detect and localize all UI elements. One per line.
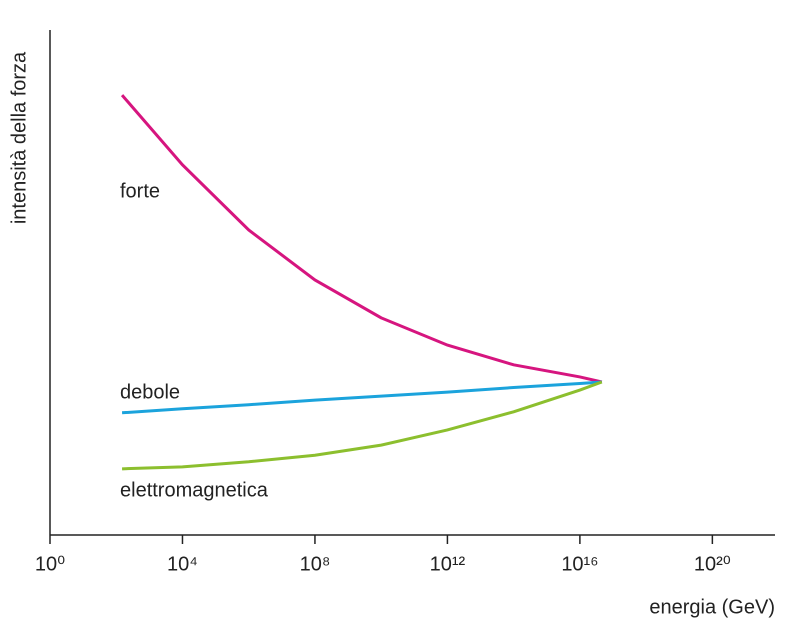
- x-tick-label: 10¹²: [430, 553, 466, 575]
- y-axis-label: intensità della forza: [8, 51, 30, 224]
- series-label: elettromagnetica: [120, 479, 269, 501]
- x-tick-label: 10⁰: [35, 553, 65, 575]
- series-line: [121, 380, 602, 415]
- series-label: debole: [120, 381, 180, 403]
- series-line: [122, 380, 603, 471]
- x-tick-label: 10¹⁶: [561, 553, 598, 575]
- x-tick-label: 10⁸: [300, 553, 331, 575]
- series-label: forte: [120, 180, 160, 202]
- x-tick-label: 10⁴: [167, 553, 198, 575]
- x-tick-label: 10²⁰: [694, 553, 731, 575]
- series-line: [120, 94, 603, 384]
- x-axis-label: energia (GeV): [649, 596, 775, 618]
